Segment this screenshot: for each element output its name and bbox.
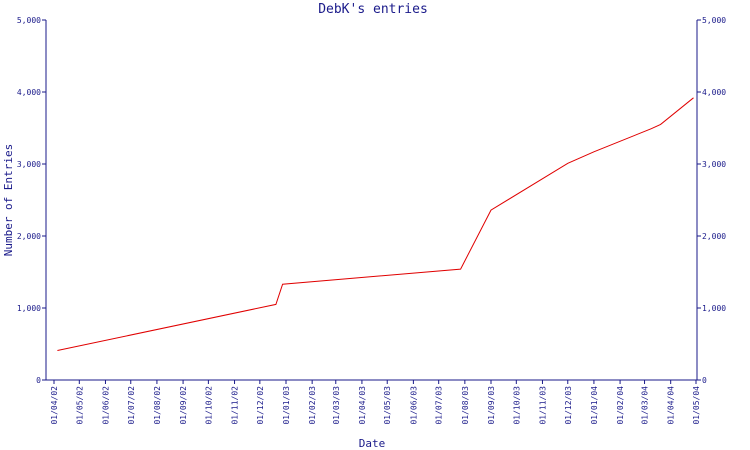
x-tick-label: 01/02/03 xyxy=(308,386,317,425)
x-tick-label: 01/07/03 xyxy=(435,386,444,425)
x-tick-label: 01/02/04 xyxy=(616,386,625,425)
x-tick-label: 01/05/04 xyxy=(692,386,701,425)
series-group xyxy=(57,97,694,351)
x-tick-label: 01/12/02 xyxy=(256,386,265,425)
x-tick-label: 01/12/03 xyxy=(564,386,573,425)
x-tick-label: 01/07/02 xyxy=(127,386,136,425)
x-tick-label: 01/03/03 xyxy=(332,386,341,425)
chart-title: DebK's entries xyxy=(318,2,428,17)
y-tick-label-left: 3,000 xyxy=(17,160,41,169)
x-axis-label: Date xyxy=(359,437,386,450)
x-tick-label: 01/04/03 xyxy=(358,386,367,425)
x-tick-label: 01/11/02 xyxy=(231,386,240,425)
x-tick-label: 01/09/03 xyxy=(487,386,496,425)
x-tick-label: 01/11/03 xyxy=(538,386,547,425)
x-tick-label: 01/04/02 xyxy=(50,386,59,425)
x-tick-label: 01/03/04 xyxy=(641,386,650,425)
x-tick-label: 01/06/02 xyxy=(101,386,110,425)
x-tick-label: 01/10/03 xyxy=(512,386,521,425)
x-tick-label: 01/08/02 xyxy=(153,386,162,425)
x-tick-label: 01/05/02 xyxy=(75,386,84,425)
x-tick-label: 01/01/03 xyxy=(282,386,291,425)
y-tick-label-left: 1,000 xyxy=(17,304,41,313)
x-tick-label: 01/06/03 xyxy=(409,386,418,425)
y-tick-label-left: 0 xyxy=(36,376,41,385)
y-tick-label-right: 2,000 xyxy=(702,232,726,241)
y-tick-label-right: 4,000 xyxy=(702,88,726,97)
y-tick-label-left: 5,000 xyxy=(17,16,41,25)
x-tick-label: 01/08/03 xyxy=(461,386,470,425)
y-tick-label-right: 5,000 xyxy=(702,16,726,25)
x-tick-label: 01/10/02 xyxy=(204,386,213,425)
y-tick-label-right: 0 xyxy=(702,376,707,385)
y-tick-label-left: 4,000 xyxy=(17,88,41,97)
x-tick-label: 01/01/04 xyxy=(590,386,599,425)
y-tick-label-left: 2,000 xyxy=(17,232,41,241)
y-tick-label-right: 3,000 xyxy=(702,160,726,169)
y-axis-label: Number of Entries xyxy=(2,144,15,257)
y-tick-label-right: 1,000 xyxy=(702,304,726,313)
x-tick-label: 01/05/03 xyxy=(383,386,392,425)
x-ticks: 01/04/02 01/05/02 01/06/02 01/07/02 01/08/02… xyxy=(50,380,701,425)
y-ticks: 0 0 1,000 1,000 2,000 2,000 3,000 3,000 4,000 4,0… xyxy=(17,16,726,385)
x-tick-label: 01/09/02 xyxy=(179,386,188,425)
series-line xyxy=(57,97,694,351)
x-tick-label: 01/04/04 xyxy=(667,386,676,425)
